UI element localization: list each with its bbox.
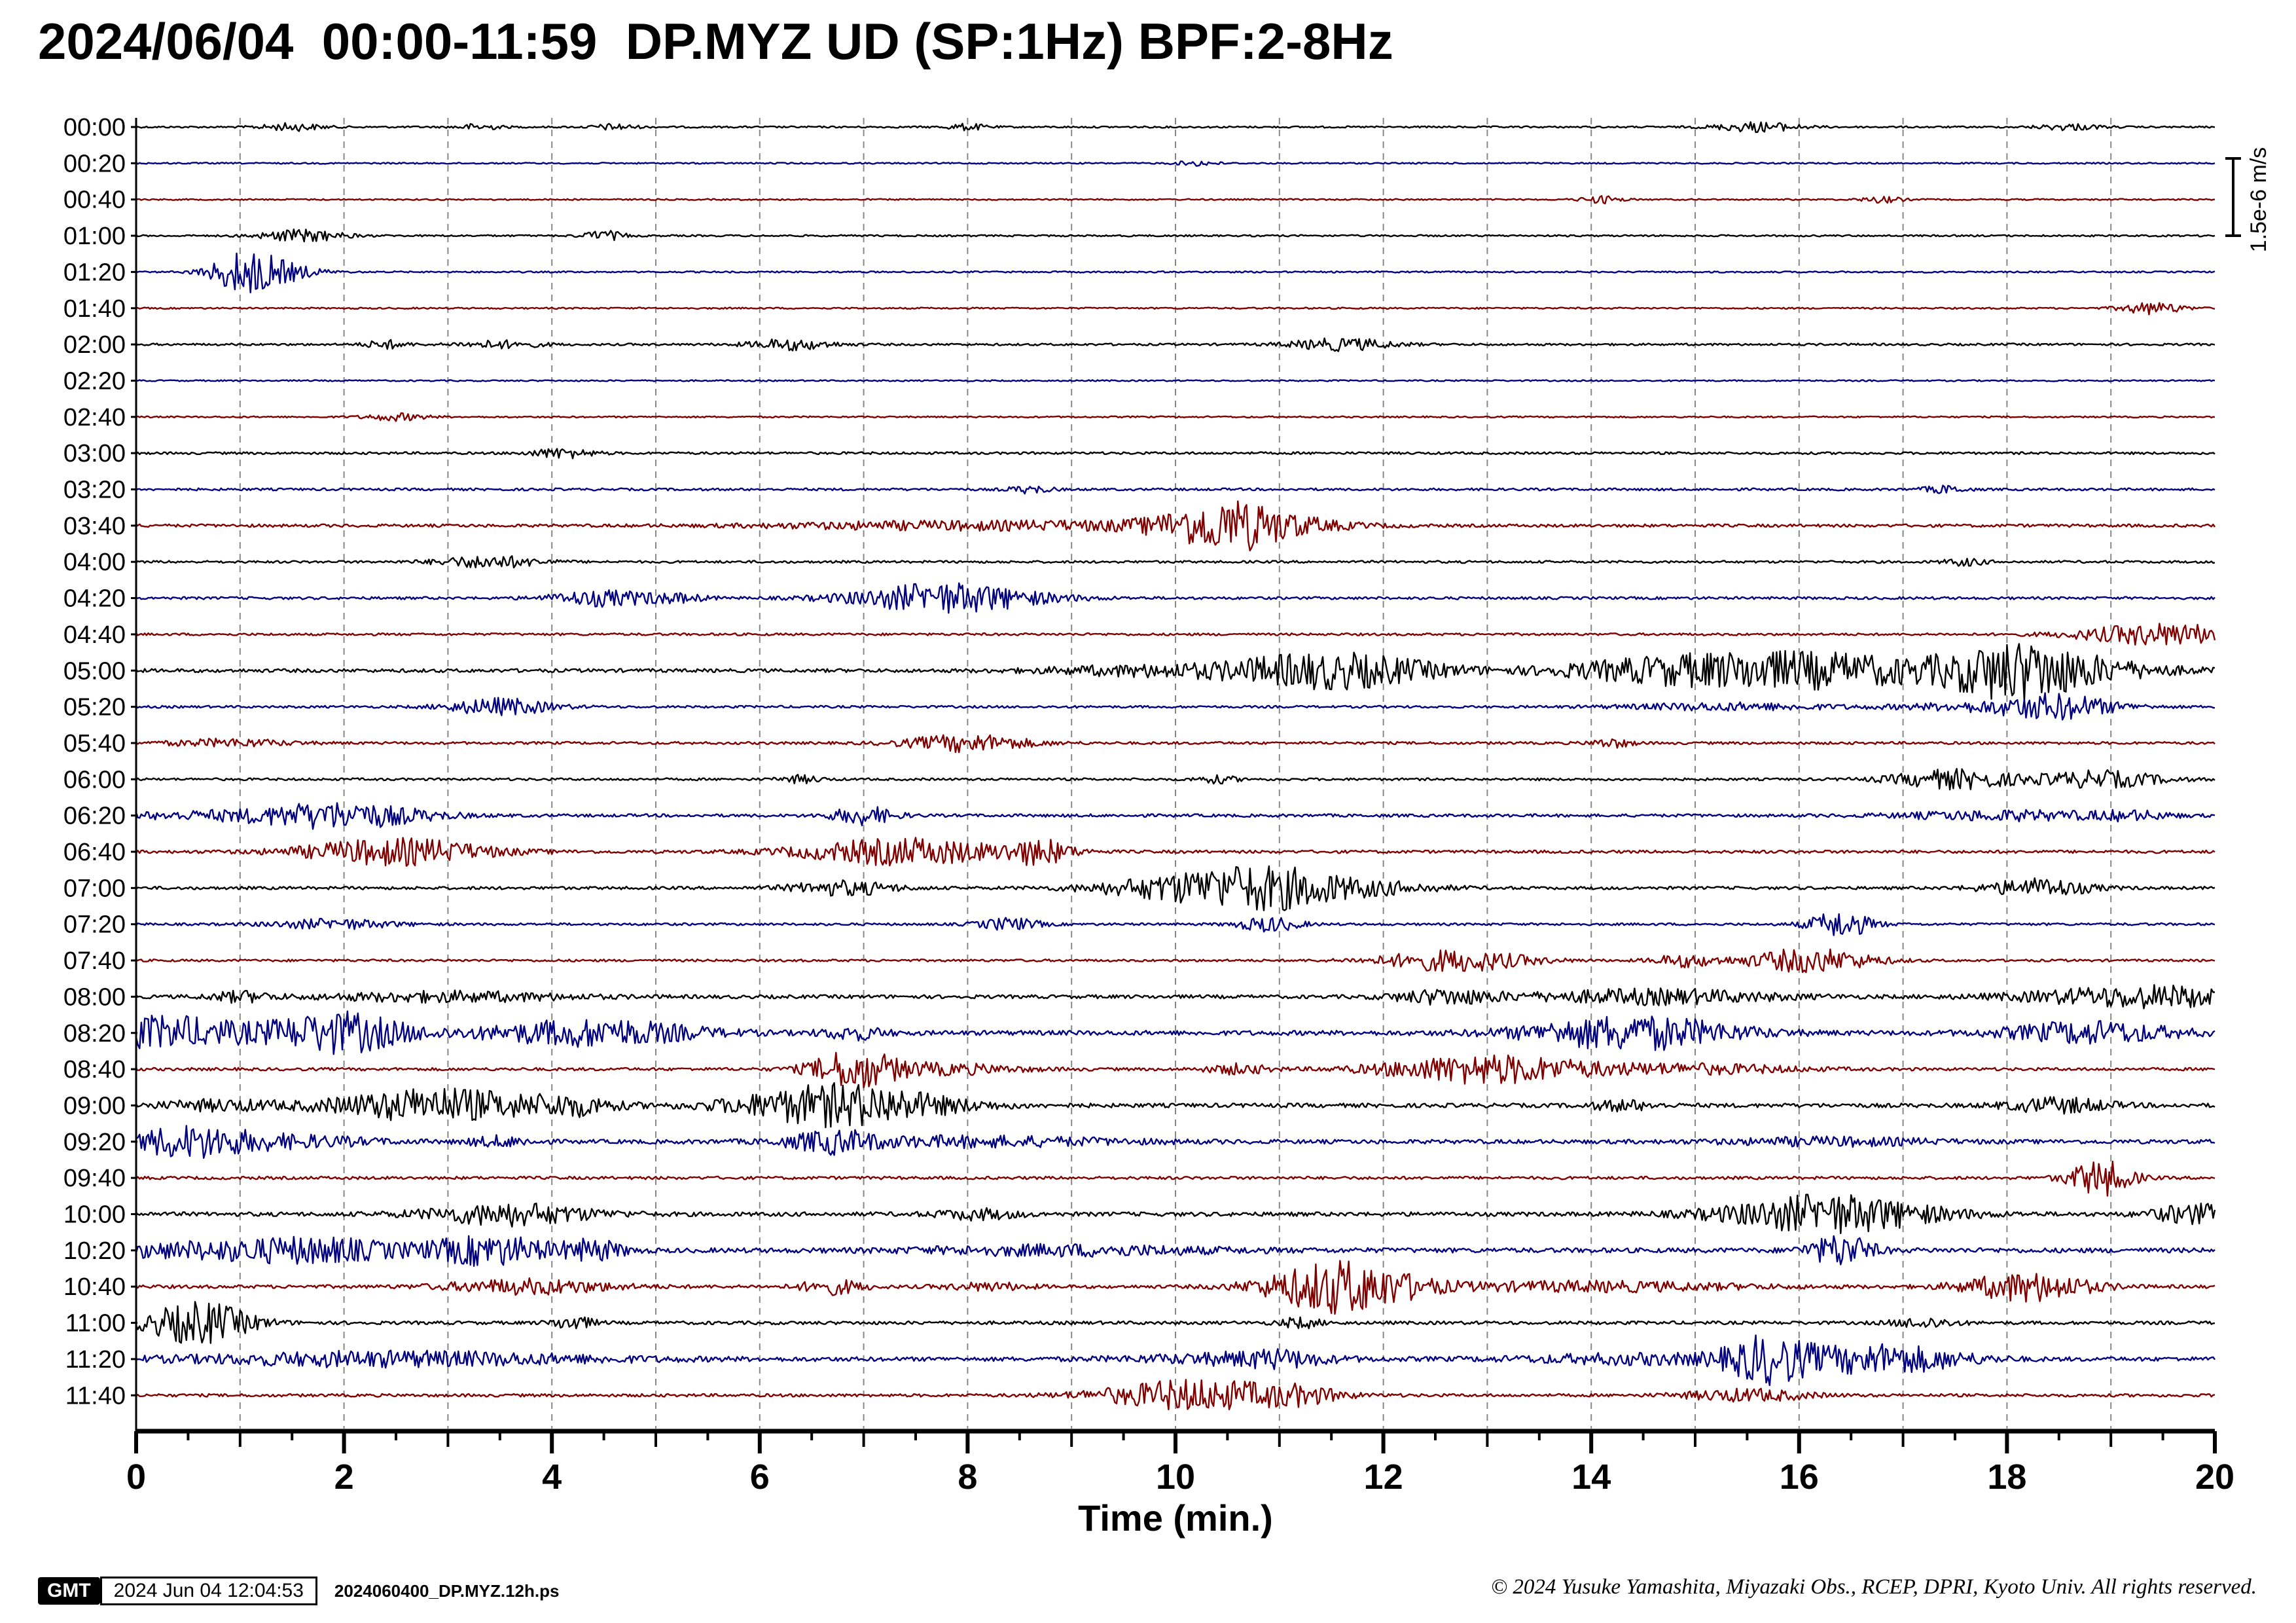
trace-0540 — [135, 734, 2215, 754]
scale-bar-label: 1.5e-6 m/s — [2246, 147, 2271, 253]
trace-0600 — [135, 767, 2215, 791]
trace-0740 — [135, 948, 2215, 974]
row-label-group: 00:00 00:20 00:40 01:00 01:20 01:40 02:00 02:20… — [63, 114, 137, 1431]
trace-0500 — [135, 643, 2215, 702]
amplitude-scale-bar: 1.5e-6 m/s — [2225, 147, 2271, 253]
row-label: 00:40 — [63, 187, 126, 214]
row-label: 10:00 — [63, 1201, 126, 1229]
trace-0040 — [135, 195, 2215, 205]
row-label: 02:40 — [63, 404, 126, 431]
x-tick-label: 12 — [1364, 1457, 1403, 1497]
row-label: 07:00 — [63, 875, 126, 902]
row-label: 00:00 — [63, 114, 126, 141]
row-label: 10:40 — [63, 1273, 126, 1301]
trace-0220 — [135, 379, 2215, 382]
plot-timestamp: 2024 Jun 04 12:04:53 — [99, 1577, 317, 1605]
gmt-logo: GMT — [38, 1577, 100, 1605]
trace-0900 — [135, 1082, 2215, 1129]
trace-0000 — [135, 121, 2215, 134]
row-label: 06:20 — [63, 803, 126, 830]
trace-1140 — [135, 1379, 2215, 1411]
row-label: 11:20 — [65, 1346, 126, 1374]
trace-0800 — [135, 984, 2215, 1010]
trace-group — [135, 121, 2216, 1411]
trace-1000 — [135, 1194, 2216, 1234]
trace-1120 — [135, 1334, 2215, 1387]
x-tick-label: 14 — [1571, 1457, 1611, 1497]
row-label: 09:20 — [63, 1129, 126, 1156]
row-label: 04:40 — [63, 621, 126, 649]
trace-0720 — [135, 913, 2215, 936]
trace-1100 — [135, 1301, 2215, 1344]
trace-0400 — [135, 555, 2215, 569]
trace-0920 — [135, 1125, 2215, 1159]
x-tick-label: 8 — [958, 1457, 977, 1497]
trace-0140 — [135, 302, 2215, 316]
page-title: 2024/06/04 00:00-11:59 DP.MYZ UD (SP:1Hz… — [38, 12, 1393, 70]
row-label: 02:00 — [63, 331, 126, 359]
trace-0940 — [135, 1160, 2215, 1197]
row-label: 01:20 — [63, 259, 126, 286]
x-tick-label: 2 — [334, 1457, 354, 1497]
row-label: 08:00 — [63, 983, 126, 1011]
row-label: 03:20 — [63, 477, 126, 504]
copyright-notice: © 2024 Yusuke Yamashita, Miyazaki Obs., … — [1491, 1575, 2257, 1599]
row-label: 03:00 — [63, 440, 126, 467]
trace-0840 — [135, 1051, 2215, 1089]
trace-0420 — [135, 582, 2215, 614]
row-label: 01:00 — [63, 223, 126, 250]
x-tick-label: 6 — [750, 1457, 770, 1497]
row-label: 09:00 — [63, 1092, 126, 1120]
row-label: 06:40 — [63, 839, 126, 866]
trace-0100 — [135, 228, 2215, 243]
trace-0200 — [135, 337, 2215, 352]
trace-0620 — [135, 802, 2215, 830]
time-gridlines — [239, 118, 2112, 1429]
trace-0440 — [135, 623, 2216, 646]
row-label: 05:40 — [63, 730, 126, 757]
row-label: 05:20 — [63, 694, 126, 721]
row-label: 08:20 — [63, 1020, 126, 1048]
row-label: 07:20 — [63, 911, 126, 939]
trace-0300 — [135, 448, 2215, 460]
row-label: 01:40 — [63, 295, 126, 323]
x-tick-label: 20 — [2195, 1457, 2234, 1497]
trace-0240 — [135, 412, 2215, 422]
x-tick-label: 4 — [542, 1457, 562, 1497]
row-label: 11:00 — [65, 1310, 126, 1338]
row-label: 04:20 — [63, 585, 126, 613]
x-tick-label: 16 — [1780, 1457, 1819, 1497]
x-tick-label: 10 — [1156, 1457, 1195, 1497]
x-tick-label: 0 — [126, 1457, 146, 1497]
row-label: 08:40 — [63, 1056, 126, 1084]
trace-0820 — [135, 1010, 2215, 1055]
trace-0700 — [135, 865, 2215, 911]
row-label: 00:20 — [63, 150, 126, 177]
row-label: 09:40 — [63, 1165, 126, 1192]
trace-1020 — [135, 1235, 2215, 1267]
row-label: 05:00 — [63, 657, 126, 685]
trace-0020 — [135, 160, 2215, 167]
x-tick-label: 18 — [1987, 1457, 2026, 1497]
row-label: 10:20 — [63, 1237, 126, 1265]
x-axis-label: Time (min.) — [1078, 1497, 1273, 1539]
row-label: 02:20 — [63, 367, 126, 395]
source-filename: 2024060400_DP.MYZ.12h.ps — [334, 1580, 560, 1601]
trace-0340 — [135, 500, 2216, 552]
trace-0120 — [135, 252, 2215, 294]
row-label: 03:40 — [63, 513, 126, 540]
row-label: 11:40 — [65, 1382, 126, 1410]
trace-0320 — [135, 484, 2215, 495]
trace-0520 — [135, 692, 2215, 721]
x-axis: 0 2 4 6 8 10 12 14 16 18 20 Time (min.) — [126, 1429, 2234, 1539]
trace-1040 — [135, 1260, 2215, 1315]
footer-meta: GMT 2024 Jun 04 12:04:53 2024060400_DP.M… — [38, 1577, 559, 1605]
row-label: 06:00 — [63, 766, 126, 793]
trace-0640 — [135, 837, 2215, 867]
row-label: 04:00 — [63, 549, 126, 576]
row-label: 07:40 — [63, 947, 126, 975]
